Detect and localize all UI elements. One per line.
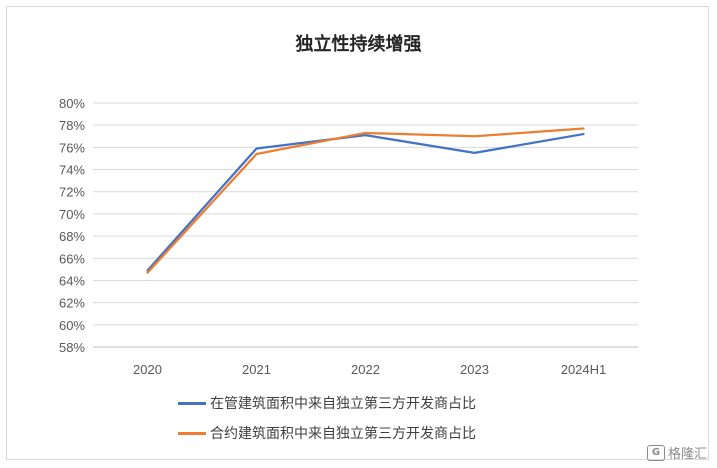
legend-swatch-contracted — [178, 431, 206, 435]
legend-label-managed: 在管建筑面积中来自独立第三方开发商占比 — [210, 396, 476, 412]
watermark-text: 格隆汇 — [667, 447, 707, 462]
watermark: G 格隆汇 — [646, 443, 707, 462]
y-tick-label: 74% — [59, 163, 85, 178]
y-tick-label: 66% — [59, 251, 85, 266]
x-tick-label: 2022 — [351, 362, 380, 377]
legend: 在管建筑面积中来自独立第三方开发商占比 合约建筑面积中来自独立第三方开发商占比 — [178, 388, 476, 448]
x-tick-label: 2021 — [242, 362, 271, 377]
y-tick-label: 68% — [59, 229, 85, 244]
series-line-1 — [146, 127, 585, 274]
legend-swatch-managed — [178, 401, 206, 405]
y-tick-label: 62% — [59, 296, 85, 311]
x-tick-label: 2024H1 — [561, 362, 607, 377]
y-tick-label: 80% — [59, 96, 85, 111]
x-tick-label: 2023 — [460, 362, 489, 377]
series-line-0 — [146, 132, 585, 272]
chart-title: 独立性持续增强 — [295, 34, 422, 55]
y-tick-label: 70% — [59, 207, 85, 222]
legend-item-managed: 在管建筑面积中来自独立第三方开发商占比 — [178, 388, 476, 418]
x-tick-label: 2020 — [133, 362, 162, 377]
y-tick-label: 76% — [59, 140, 85, 155]
legend-label-contracted: 合约建筑面积中来自独立第三方开发商占比 — [210, 426, 476, 442]
y-tick-label: 72% — [59, 185, 85, 200]
y-tick-label: 78% — [59, 118, 85, 133]
chart-frame — [6, 6, 709, 460]
legend-item-contracted: 合约建筑面积中来自独立第三方开发商占比 — [178, 418, 476, 448]
y-tick-label: 60% — [59, 318, 85, 333]
y-tick-label: 58% — [59, 340, 85, 355]
watermark-logo-icon: G — [646, 444, 665, 461]
y-tick-label: 64% — [59, 273, 85, 288]
